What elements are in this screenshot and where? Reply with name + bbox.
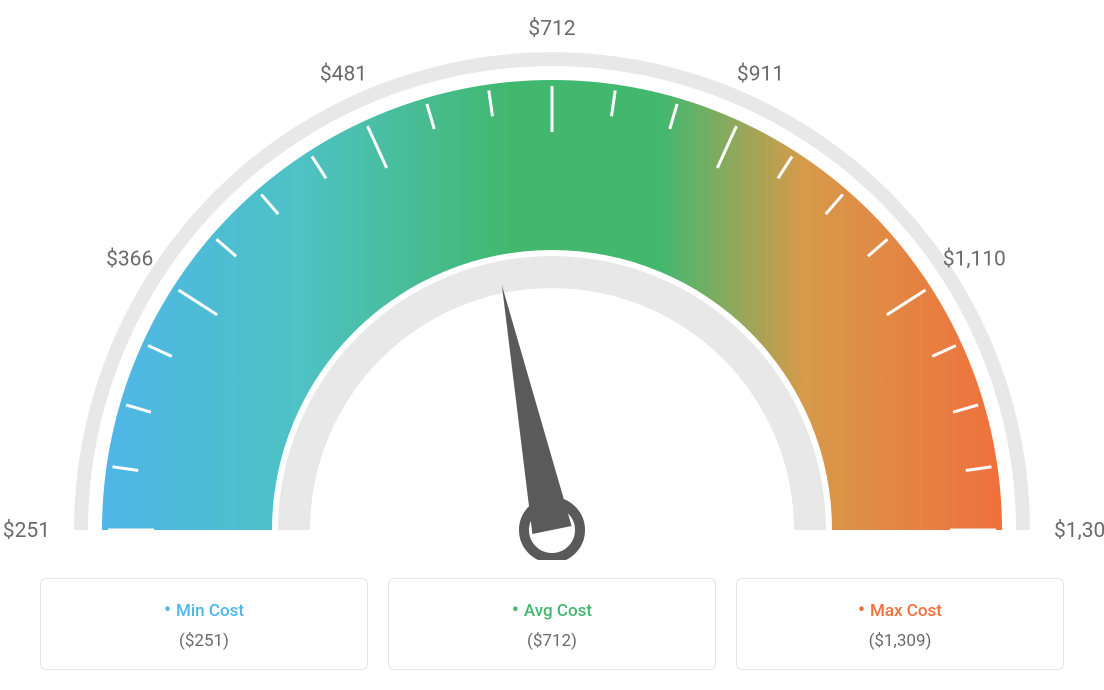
- legend-label-avg: Avg Cost: [399, 597, 705, 621]
- legend-card-min: Min Cost ($251): [40, 578, 368, 670]
- gauge-tick-label: $481: [320, 62, 367, 86]
- gauge-tick-label: $712: [528, 17, 575, 41]
- legend-label-min: Min Cost: [51, 597, 357, 621]
- gauge-tick-label: $366: [106, 248, 153, 272]
- gauge-tick-label: $251: [3, 519, 50, 543]
- legend-card-max: Max Cost ($1,309): [736, 578, 1064, 670]
- gauge-tick-label: $1,110: [943, 248, 1006, 272]
- gauge-tick-label: $1,309: [1054, 519, 1104, 543]
- legend-value-min: ($251): [51, 631, 357, 651]
- gauge-needle: [502, 285, 572, 534]
- cost-gauge: $251 $366 $481 $712 $911 $1,110 $1,309: [0, 0, 1104, 560]
- gauge-svg: $251 $366 $481 $712 $911 $1,110 $1,309: [0, 0, 1104, 560]
- legend-label-max: Max Cost: [747, 597, 1053, 621]
- legend-card-avg: Avg Cost ($712): [388, 578, 716, 670]
- legend-row: Min Cost ($251) Avg Cost ($712) Max Cost ($1,…: [40, 578, 1064, 670]
- legend-value-max: ($1,309): [747, 631, 1053, 651]
- gauge-tick-label: $911: [737, 62, 784, 86]
- legend-value-avg: ($712): [399, 631, 705, 651]
